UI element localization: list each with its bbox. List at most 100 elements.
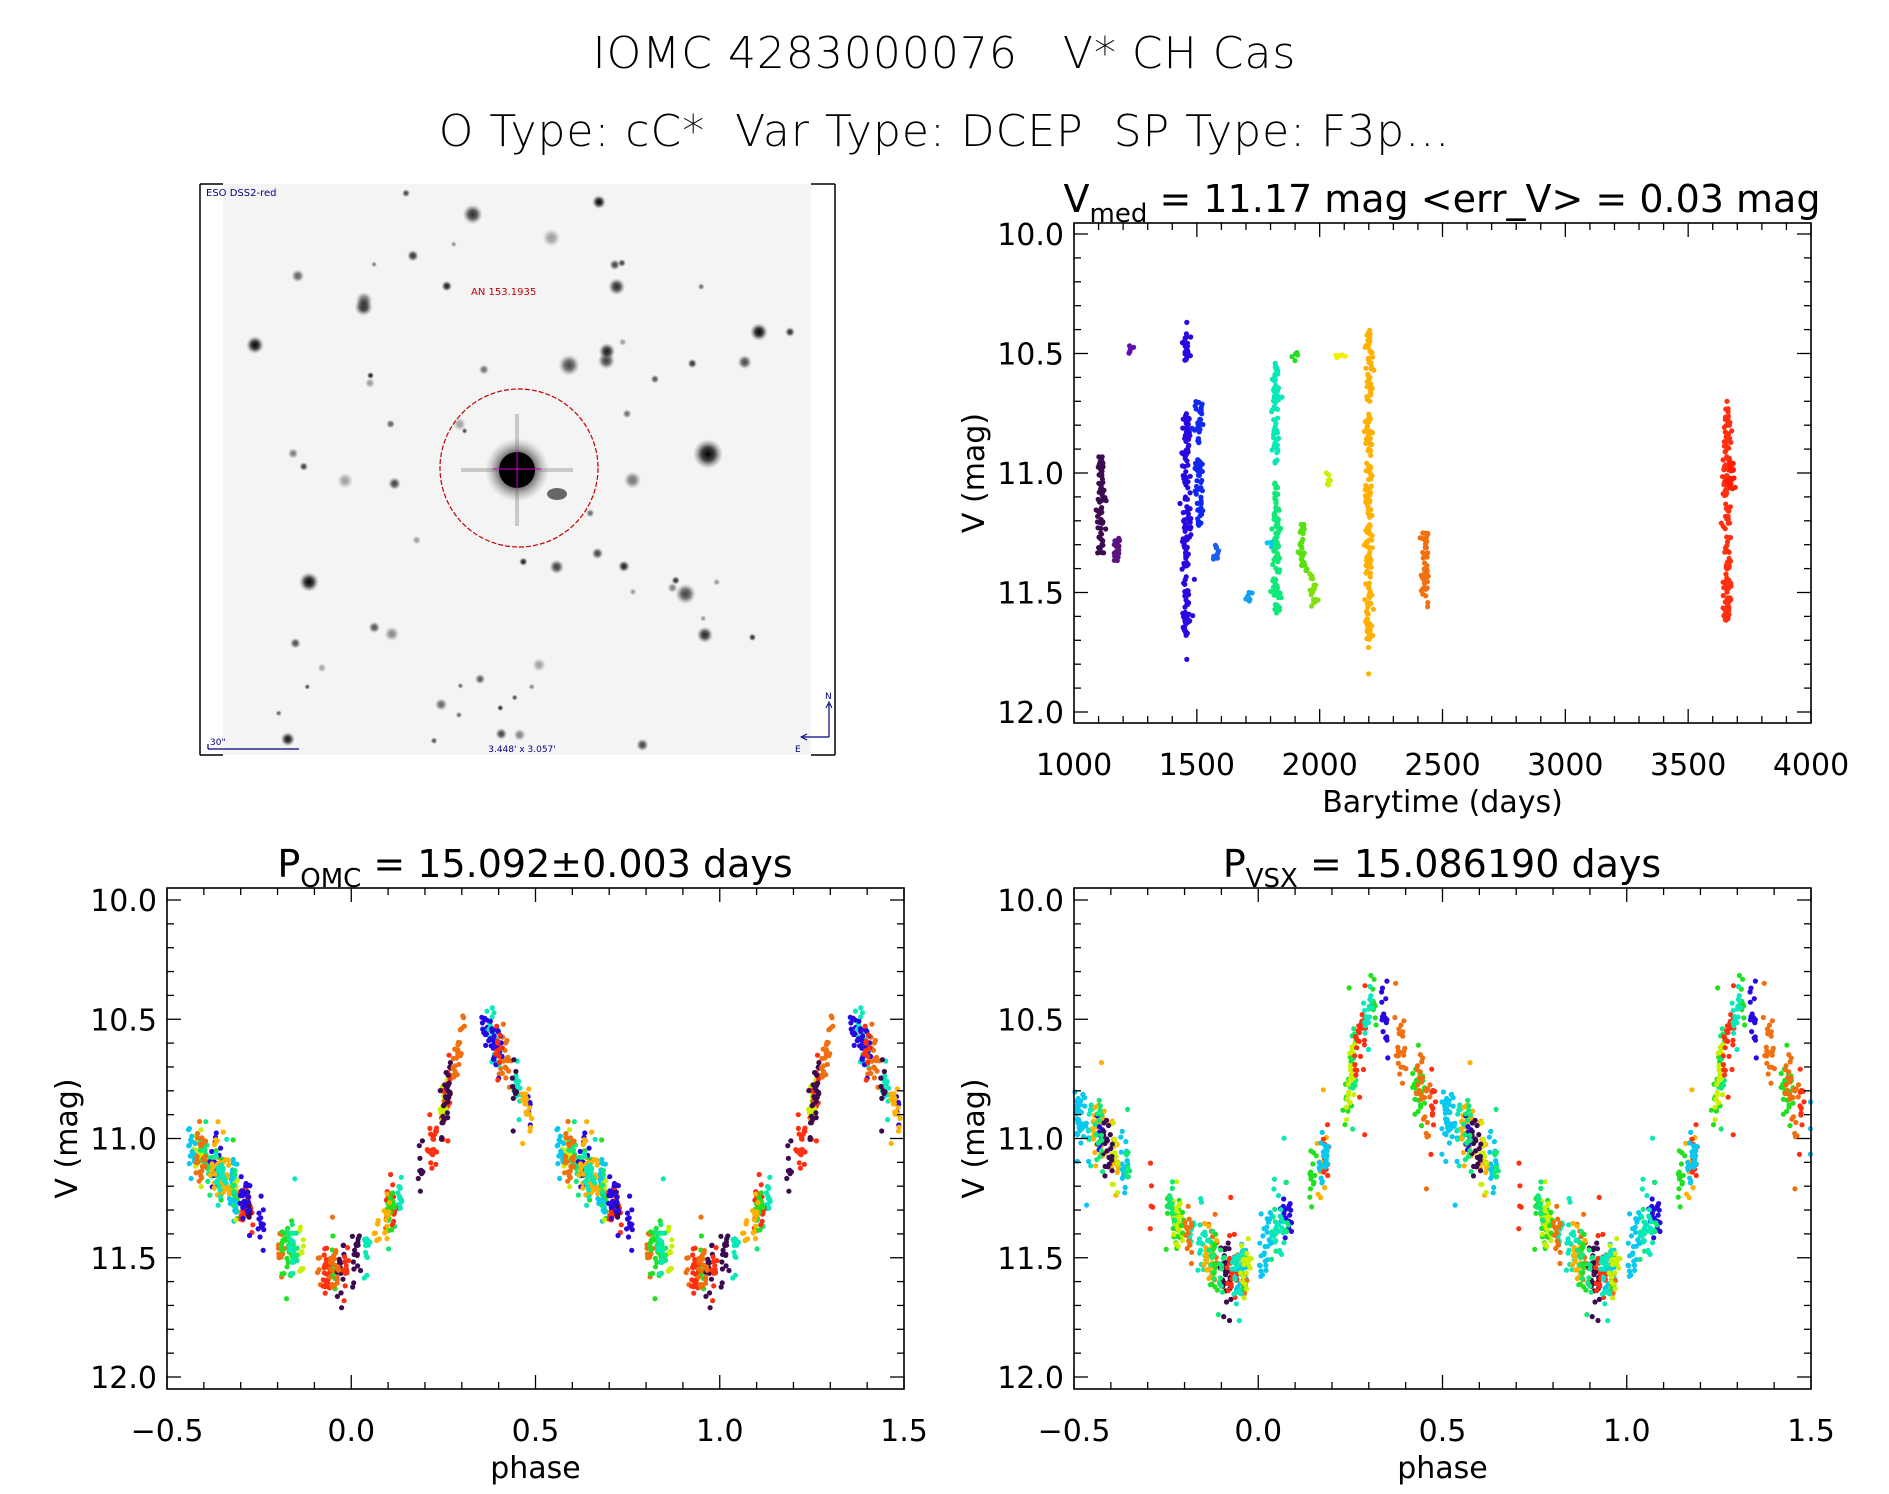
data-point: [371, 1230, 377, 1236]
data-point: [1790, 1095, 1796, 1101]
data-point: [334, 1277, 340, 1283]
data-point: [1595, 1233, 1601, 1239]
data-point: [212, 1142, 218, 1148]
data-point: [732, 1272, 739, 1278]
data-point: [583, 1178, 589, 1184]
data-point: [1128, 345, 1134, 351]
data-point: [1421, 580, 1427, 587]
data-point: [1633, 1257, 1639, 1263]
data-point: [1224, 1264, 1230, 1271]
data-point: [1761, 980, 1767, 986]
data-point: [1688, 1178, 1694, 1184]
data-point: [316, 1267, 322, 1273]
data-point: [1612, 1250, 1618, 1256]
data-point: [1798, 1087, 1804, 1094]
data-point: [341, 1298, 347, 1304]
data-point: [1422, 1095, 1428, 1101]
data-point: [863, 1038, 869, 1044]
data-point: [1183, 628, 1189, 634]
data-point: [1595, 1317, 1601, 1324]
data-point: [1728, 481, 1734, 487]
data-point: [202, 1147, 208, 1153]
star: [280, 732, 295, 747]
data-point: [756, 1171, 762, 1178]
data-point: [1424, 1119, 1430, 1126]
data-point: [491, 1010, 497, 1016]
data-point: [1452, 1120, 1458, 1126]
data-point: [1195, 1267, 1201, 1273]
data-point: [338, 1260, 344, 1266]
star: [592, 195, 606, 209]
data-point: [1095, 550, 1101, 556]
data-point: [1225, 1288, 1231, 1294]
data-point: [885, 1085, 892, 1091]
x-tick-label: 1.0: [696, 1414, 744, 1449]
data-point: [1579, 1270, 1586, 1276]
data-point: [1180, 624, 1186, 631]
data-point: [1752, 1037, 1759, 1043]
data-point: [195, 1159, 201, 1165]
data-point: [1533, 1210, 1539, 1216]
data-point: [567, 1168, 574, 1174]
data-point: [1797, 1066, 1803, 1072]
data-point: [1421, 576, 1427, 583]
data-point: [233, 1209, 239, 1215]
data-point: [1183, 475, 1189, 481]
data-point: [1319, 1178, 1325, 1184]
data-point: [712, 1263, 718, 1269]
data-point: [1325, 1143, 1331, 1149]
data-point: [1197, 513, 1203, 519]
data-point: [1801, 1099, 1807, 1105]
data-point: [1110, 1120, 1116, 1126]
y-axis-label: V (mag): [957, 413, 992, 533]
data-point: [1649, 1240, 1656, 1246]
data-point: [1274, 437, 1280, 443]
data-point: [186, 1143, 192, 1149]
data-point: [1211, 1252, 1217, 1258]
data-point: [1465, 1097, 1471, 1103]
data-point: [397, 1205, 403, 1211]
data-point: [1783, 1063, 1789, 1069]
data-point: [199, 1175, 205, 1181]
data-point: [802, 1125, 808, 1131]
data-point: [1268, 1240, 1274, 1246]
data-point: [1587, 1262, 1593, 1268]
data-point: [704, 1266, 710, 1272]
data-point: [731, 1249, 737, 1255]
data-point: [299, 1249, 305, 1255]
data-point: [510, 1128, 516, 1134]
data-point: [1352, 1082, 1358, 1088]
data-point: [340, 1276, 346, 1282]
data-point: [1725, 578, 1731, 584]
data-point: [713, 1245, 719, 1251]
data-point: [1795, 1082, 1802, 1088]
data-point: [1566, 1222, 1572, 1228]
data-point: [1281, 1240, 1287, 1246]
data-point: [698, 1233, 705, 1239]
data-point: [659, 1239, 665, 1245]
data-point: [1368, 993, 1374, 999]
data-point: [1594, 1288, 1600, 1294]
data-point: [1189, 425, 1195, 431]
data-point: [858, 1005, 864, 1011]
data-point: [214, 1138, 220, 1144]
data-point: [892, 1096, 898, 1103]
data-point: [827, 1051, 833, 1057]
data-point: [231, 1182, 237, 1188]
data-point: [261, 1227, 267, 1233]
star: [608, 278, 626, 296]
data-point: [1368, 390, 1374, 396]
data-point: [1721, 424, 1727, 430]
data-point: [879, 1095, 885, 1101]
data-point: [416, 1143, 422, 1149]
star: [598, 342, 616, 360]
data-point: [244, 1190, 250, 1196]
data-point: [814, 1072, 820, 1078]
data-point: [1644, 1193, 1650, 1199]
data-point: [1078, 1140, 1084, 1146]
data-point: [1299, 545, 1305, 551]
star: [713, 578, 721, 586]
data-point: [1185, 561, 1191, 568]
data-point: [1713, 1108, 1719, 1114]
data-point: [1723, 571, 1729, 577]
